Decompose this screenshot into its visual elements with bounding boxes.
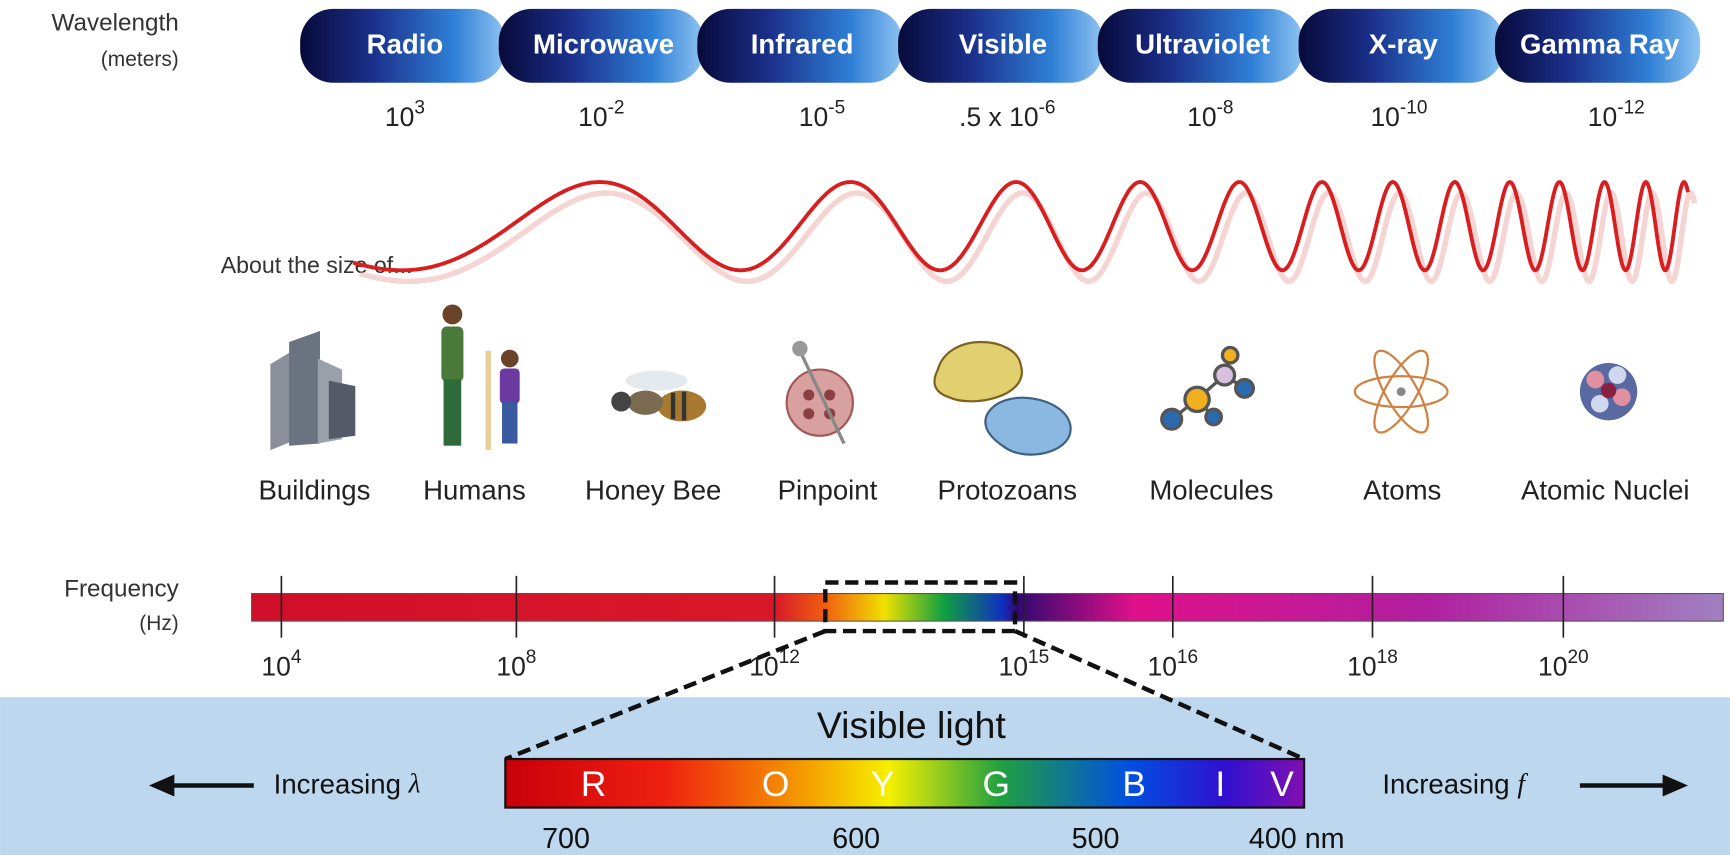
band-name: X-ray (1369, 29, 1439, 60)
base: 10 (1147, 652, 1176, 682)
base: 10 (999, 652, 1028, 682)
size-intro: About the size of... (221, 252, 413, 278)
object-label: Molecules (1149, 474, 1273, 505)
color-letter: V (1270, 765, 1294, 804)
increasing-wavelength: Increasing λ (274, 768, 421, 800)
base: 10 (799, 102, 828, 132)
base: 10 (1187, 102, 1216, 132)
wavelength-value: .5 x 10-6 (959, 98, 1055, 133)
diagram: Wavelength (meters) Frequency (Hz) About… (0, 0, 1730, 855)
bee-icon (611, 371, 706, 422)
wavelength-unit: (meters) (101, 48, 179, 71)
frequency-tick-label: 1016 (1147, 647, 1198, 682)
icons (270, 304, 1637, 454)
base: 10 (1347, 652, 1376, 682)
color-letter: Y (871, 765, 895, 804)
symbol: λ (408, 768, 421, 799)
exponent: -12 (1617, 98, 1645, 119)
frequency-bar (252, 594, 1724, 622)
exponent: -2 (608, 98, 625, 119)
label: Increasing (274, 769, 401, 800)
nm-label: 500 (1072, 823, 1120, 855)
frequency-tick-label: 104 (261, 647, 301, 682)
exponent: -6 (1039, 98, 1056, 119)
nm-label: 400 nm (1249, 823, 1345, 855)
atoms-icon (1355, 344, 1448, 440)
protozoans-icon (935, 342, 1071, 455)
frequency-tick-label: 1018 (1347, 647, 1398, 682)
exponent: 18 (1377, 647, 1398, 668)
exponent: 8 (526, 647, 537, 668)
wavelength-value: 10-2 (578, 98, 624, 133)
object-label: Atoms (1363, 474, 1441, 505)
base: 10 (496, 652, 525, 682)
band-name: Radio (367, 29, 444, 60)
exponent: 15 (1028, 647, 1049, 668)
base: 10 (1370, 102, 1399, 132)
band-name: Microwave (533, 29, 674, 60)
wavelength-label: Wavelength (52, 10, 179, 37)
base: 10 (261, 652, 290, 682)
color-letter: B (1122, 765, 1146, 804)
exponent: 16 (1177, 647, 1198, 668)
object-label: Pinpoint (778, 474, 878, 505)
band-name: Ultraviolet (1135, 29, 1270, 60)
base: 10 (578, 102, 607, 132)
color-letter: I (1215, 765, 1225, 804)
base: 10 (1538, 652, 1567, 682)
page: {"labels":{"wavelength":"Wavelength","wa… (0, 0, 1730, 855)
object-label: Atomic Nuclei (1521, 474, 1690, 505)
object-label: Buildings (259, 474, 371, 505)
wavelength-value: 10-10 (1370, 98, 1427, 133)
label: Increasing (1382, 769, 1509, 800)
object-label: Honey Bee (585, 474, 721, 505)
base: 10 (1588, 102, 1617, 132)
frequency-tick-label: 1015 (999, 647, 1050, 682)
base: 10 (749, 652, 778, 682)
frequency-tick-label: 1020 (1538, 647, 1589, 682)
color-letter: O (762, 765, 789, 804)
frequency-label: Frequency (64, 576, 180, 603)
base: .5 x 10 (959, 102, 1038, 132)
band-name: Gamma Ray (1520, 29, 1680, 60)
molecules-icon (1162, 348, 1254, 430)
frequency-unit: (Hz) (139, 612, 179, 635)
base: 10 (385, 102, 414, 132)
wavelength-value: 10-8 (1187, 98, 1233, 133)
nucleus-icon (1580, 363, 1637, 420)
visible-title: Visible light (817, 704, 1007, 746)
humans-icon (441, 304, 519, 450)
frequency-tick-label: 108 (496, 647, 536, 682)
band-name: Visible (959, 29, 1047, 60)
band-name: Infrared (751, 29, 854, 60)
exponent: 4 (291, 647, 302, 668)
wavelength-value: 103 (385, 98, 425, 133)
object-label: Protozoans (938, 474, 1078, 505)
increasing-frequency: Increasing f (1382, 768, 1528, 800)
exponent: -10 (1400, 98, 1428, 119)
exponent: 20 (1567, 647, 1588, 668)
frequency-tick-label: 1012 (749, 647, 800, 682)
wavelength-value: 10-12 (1588, 98, 1645, 133)
buildings-icon (270, 331, 355, 450)
exponent: 3 (414, 98, 425, 119)
nm-label: 700 (542, 823, 590, 855)
exponent: -8 (1217, 98, 1234, 119)
exponent: 12 (779, 647, 800, 668)
wavelength-value: 10-5 (799, 98, 845, 133)
pinpoint-icon (787, 341, 853, 444)
nm-label: 600 (832, 823, 880, 855)
color-letter: R (581, 765, 607, 804)
color-letter: G (983, 765, 1010, 804)
exponent: -5 (828, 98, 845, 119)
visible-spectrum (505, 759, 1304, 808)
object-label: Humans (423, 474, 526, 505)
